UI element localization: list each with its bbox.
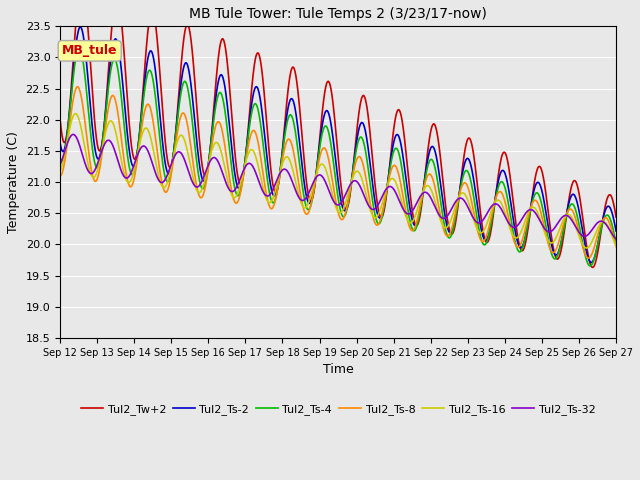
Tul2_Ts-8 <box>56 173 64 179</box>
Tul2_Ts-16 <box>56 168 64 174</box>
Tul2_Ts-32 <box>69 132 77 137</box>
Y-axis label: Temperature (C): Temperature (C) <box>7 131 20 233</box>
Tul2_Ts-16 <box>327 185 335 191</box>
Tul2_Tw+2 <box>312 174 320 180</box>
Tul2_Ts-2 <box>327 120 335 125</box>
Tul2_Tw+2 <box>589 264 596 270</box>
Tul2_Tw+2 <box>327 85 335 91</box>
Tul2_Ts-32 <box>596 218 604 224</box>
Tul2_Ts-2 <box>494 179 502 185</box>
Tul2_Ts-8 <box>85 150 93 156</box>
Tul2_Tw+2 <box>596 232 604 238</box>
Text: MB_tule: MB_tule <box>62 44 118 57</box>
Tul2_Tw+2 <box>494 174 502 180</box>
Tul2_Ts-2 <box>612 228 620 234</box>
Line: Tul2_Ts-2: Tul2_Ts-2 <box>60 27 616 263</box>
Tul2_Ts-2 <box>312 171 320 177</box>
Tul2_Ts-16 <box>596 221 604 227</box>
Tul2_Ts-8 <box>494 190 502 196</box>
Tul2_Ts-2 <box>77 24 84 30</box>
Line: Tul2_Ts-32: Tul2_Ts-32 <box>60 134 616 239</box>
Tul2_Ts-2 <box>56 140 64 146</box>
Tul2_Ts-2 <box>588 260 595 265</box>
Tul2_Tw+2 <box>612 214 620 220</box>
X-axis label: Time: Time <box>323 363 353 376</box>
Tul2_Ts-16 <box>72 111 79 117</box>
Tul2_Ts-16 <box>85 165 93 170</box>
Tul2_Ts-8 <box>327 168 335 173</box>
Tul2_Ts-16 <box>596 221 604 227</box>
Tul2_Ts-2 <box>85 84 93 90</box>
Tul2_Ts-8 <box>596 224 604 229</box>
Tul2_Ts-16 <box>583 245 591 251</box>
Tul2_Ts-4 <box>76 45 83 51</box>
Tul2_Ts-4 <box>596 230 604 236</box>
Tul2_Ts-32 <box>312 175 320 180</box>
Tul2_Ts-8 <box>74 84 81 90</box>
Tul2_Ts-32 <box>85 169 93 175</box>
Tul2_Ts-32 <box>494 202 502 208</box>
Tul2_Ts-16 <box>612 243 620 249</box>
Tul2_Ts-8 <box>312 174 320 180</box>
Line: Tul2_Ts-8: Tul2_Ts-8 <box>60 87 616 258</box>
Line: Tul2_Tw+2: Tul2_Tw+2 <box>60 0 616 267</box>
Tul2_Ts-8 <box>596 223 604 228</box>
Legend: Tul2_Tw+2, Tul2_Ts-2, Tul2_Ts-4, Tul2_Ts-8, Tul2_Ts-16, Tul2_Ts-32: Tul2_Tw+2, Tul2_Ts-2, Tul2_Ts-4, Tul2_Ts… <box>76 400 600 420</box>
Line: Tul2_Ts-4: Tul2_Ts-4 <box>60 48 616 266</box>
Line: Tul2_Ts-16: Tul2_Ts-16 <box>60 114 616 248</box>
Tul2_Ts-4 <box>56 155 64 161</box>
Tul2_Ts-16 <box>312 173 320 179</box>
Tul2_Tw+2 <box>56 117 64 122</box>
Title: MB Tule Tower: Tule Temps 2 (3/23/17-now): MB Tule Tower: Tule Temps 2 (3/23/17-now… <box>189 7 487 21</box>
Tul2_Ts-4 <box>596 229 604 235</box>
Tul2_Ts-32 <box>596 218 604 224</box>
Tul2_Ts-4 <box>312 172 320 178</box>
Tul2_Ts-4 <box>85 112 93 118</box>
Tul2_Ts-8 <box>612 244 620 250</box>
Tul2_Ts-2 <box>596 229 604 235</box>
Tul2_Tw+2 <box>85 36 93 42</box>
Tul2_Ts-4 <box>612 240 620 246</box>
Tul2_Ts-32 <box>612 236 620 242</box>
Tul2_Ts-8 <box>585 255 593 261</box>
Tul2_Ts-4 <box>327 140 335 146</box>
Tul2_Ts-32 <box>327 192 335 198</box>
Tul2_Ts-32 <box>56 162 64 168</box>
Tul2_Ts-4 <box>586 263 594 269</box>
Tul2_Ts-2 <box>596 228 604 233</box>
Tul2_Tw+2 <box>596 234 604 240</box>
Tul2_Ts-4 <box>494 185 502 191</box>
Tul2_Ts-16 <box>494 197 502 203</box>
